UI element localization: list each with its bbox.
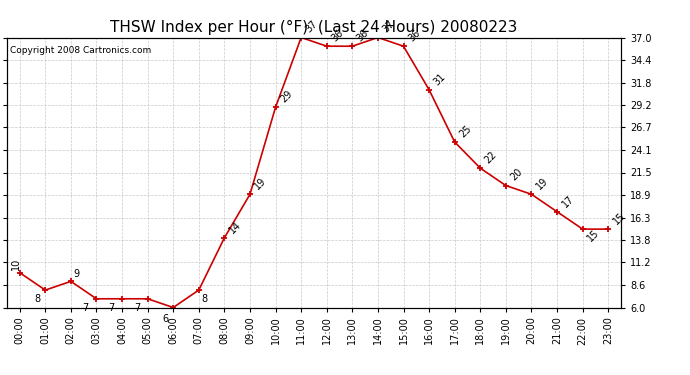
Text: 19: 19 — [253, 176, 268, 192]
Text: 9: 9 — [74, 268, 80, 279]
Text: 36: 36 — [406, 28, 422, 44]
Text: 31: 31 — [432, 71, 448, 87]
Text: 6: 6 — [162, 314, 168, 324]
Text: 17: 17 — [560, 193, 575, 209]
Text: 29: 29 — [278, 88, 294, 104]
Text: 8: 8 — [34, 294, 40, 304]
Text: 36: 36 — [355, 28, 371, 44]
Text: 37: 37 — [381, 19, 397, 35]
Text: 36: 36 — [330, 28, 345, 44]
Text: 37: 37 — [304, 19, 319, 35]
Text: 15: 15 — [611, 210, 627, 226]
Text: Copyright 2008 Cartronics.com: Copyright 2008 Cartronics.com — [10, 46, 151, 55]
Text: 22: 22 — [483, 150, 499, 165]
Text: 10: 10 — [11, 258, 21, 270]
Text: 7: 7 — [108, 303, 115, 313]
Title: THSW Index per Hour (°F)  (Last 24 Hours) 20080223: THSW Index per Hour (°F) (Last 24 Hours)… — [110, 20, 518, 35]
Text: 19: 19 — [534, 176, 550, 192]
Text: 15: 15 — [585, 227, 601, 243]
Text: 25: 25 — [457, 123, 473, 139]
Text: 7: 7 — [83, 303, 89, 313]
Text: 14: 14 — [227, 219, 243, 235]
Text: 8: 8 — [201, 294, 208, 304]
Text: 7: 7 — [134, 303, 140, 313]
Text: 20: 20 — [509, 167, 524, 183]
